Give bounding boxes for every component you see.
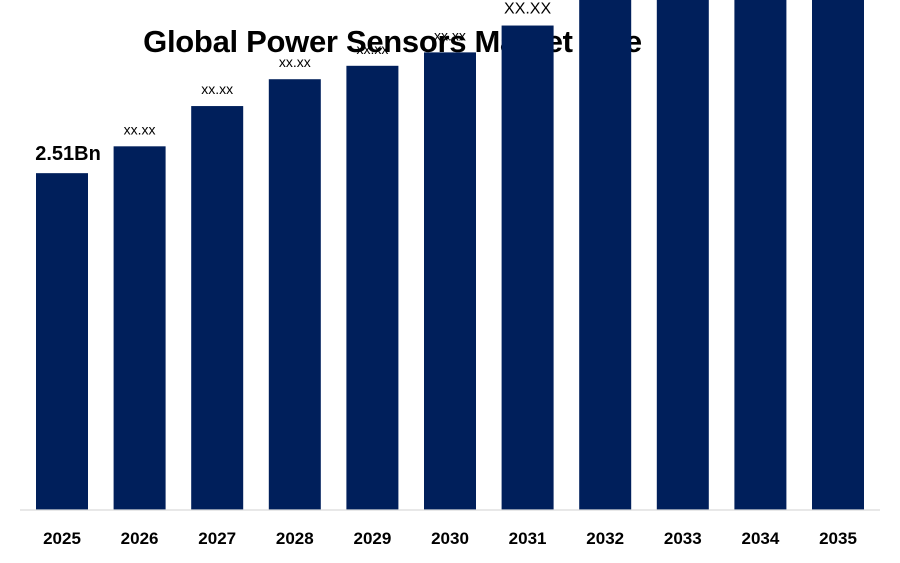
bar-2033 xyxy=(656,0,709,511)
data-label: xx.xx xyxy=(124,121,156,137)
x-tick-label: 2031 xyxy=(509,529,547,548)
bar-2029 xyxy=(346,65,399,510)
bar-2031 xyxy=(501,25,554,511)
x-tick-label: 2029 xyxy=(353,529,391,548)
data-label: xx.xx xyxy=(201,81,233,97)
x-tick-label: 2034 xyxy=(741,529,779,548)
data-label: xx.xx xyxy=(356,41,388,57)
x-tick-label: 2026 xyxy=(121,529,159,548)
bar-2032 xyxy=(579,0,632,511)
bar-2035 xyxy=(812,0,864,511)
x-tick-label: 2027 xyxy=(198,529,236,548)
data-label: 2.51Bn xyxy=(35,143,101,165)
data-label: XX.XX xyxy=(504,1,551,18)
data-label: xx.xx xyxy=(279,54,311,70)
bar-2030 xyxy=(424,52,476,511)
bar-2025 xyxy=(36,173,88,510)
x-tick-label: 2032 xyxy=(586,529,624,548)
bar-2026 xyxy=(113,146,166,510)
x-tick-label: 2030 xyxy=(431,529,469,548)
data-label: xx.xx xyxy=(434,27,466,43)
bar-2028 xyxy=(268,79,321,510)
x-tick-label: 2025 xyxy=(43,529,81,548)
x-tick-label: 2028 xyxy=(276,529,314,548)
bar-2027 xyxy=(191,106,244,511)
chart-title: Global Power Sensors Market Size xyxy=(143,24,642,59)
x-tick-label: 2033 xyxy=(664,529,702,548)
x-tick-label: 2035 xyxy=(819,529,857,548)
bar-2034 xyxy=(734,0,787,510)
